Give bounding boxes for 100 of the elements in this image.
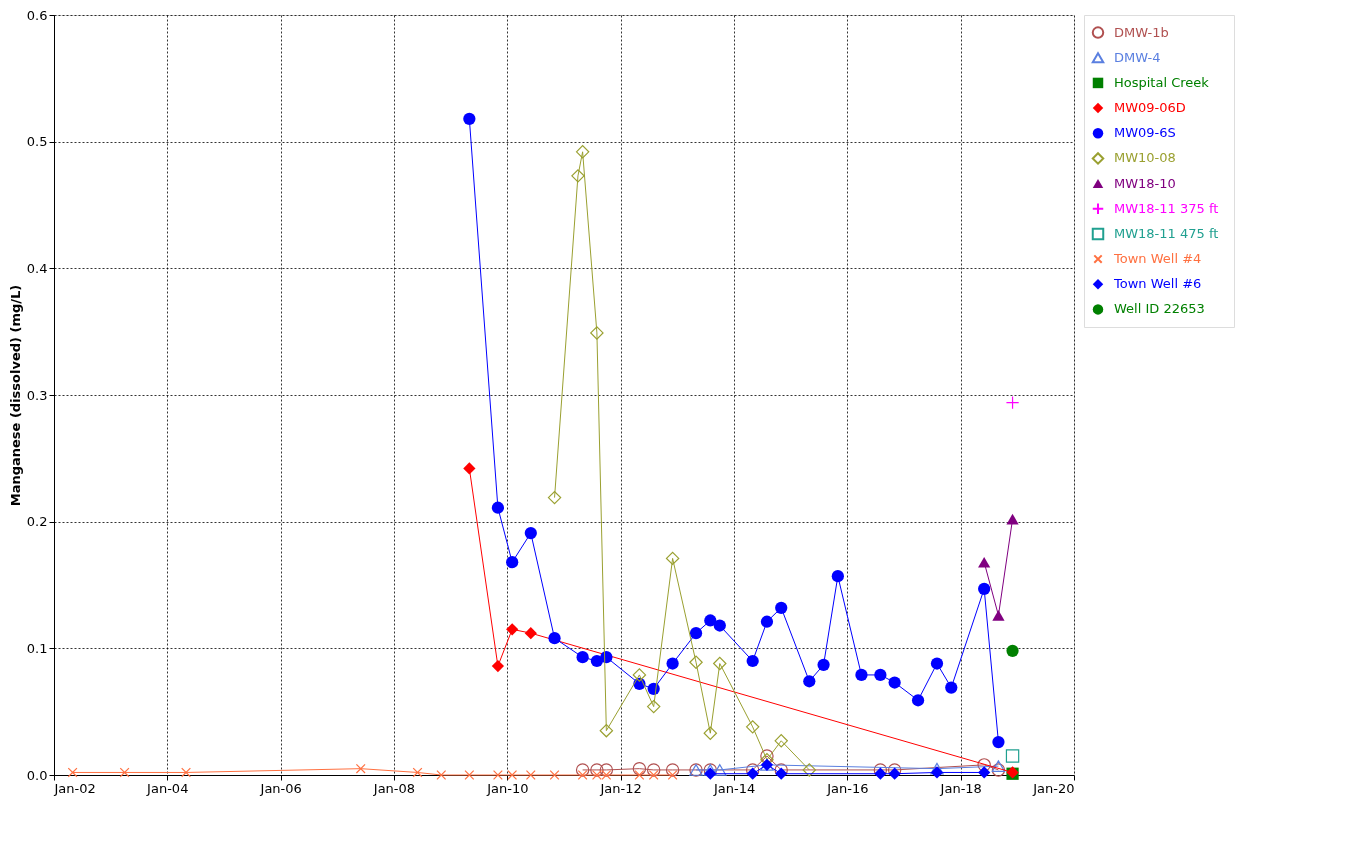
point <box>991 760 1006 773</box>
y-tick-label: 0.2 <box>26 514 48 530</box>
point <box>713 764 727 776</box>
point <box>412 767 423 778</box>
point <box>646 699 661 714</box>
point <box>992 610 1005 621</box>
point <box>704 614 717 627</box>
point <box>855 668 868 682</box>
point <box>507 770 518 780</box>
y-tick-label: 0.4 <box>26 260 48 276</box>
point <box>599 763 614 777</box>
point <box>802 763 817 777</box>
point <box>1005 395 1020 410</box>
point <box>911 694 925 707</box>
point <box>575 763 590 777</box>
x-tick-label: Jan-12 <box>599 780 642 796</box>
point <box>775 601 788 614</box>
x-tick-label: Jan-02 <box>53 780 96 796</box>
legend-label: DMW-4 <box>1114 49 1161 65</box>
y-tick-label: 0.0 <box>26 767 48 783</box>
point <box>745 720 760 734</box>
point <box>548 632 561 645</box>
point <box>888 676 901 689</box>
point <box>634 770 645 780</box>
point <box>713 656 727 671</box>
legend-label: MW10-08 <box>1114 150 1176 166</box>
point <box>689 655 703 669</box>
x-tick-label: Jan-18 <box>939 780 982 796</box>
legend-label: MW18-10 <box>1114 175 1176 191</box>
point <box>492 770 503 780</box>
point <box>646 763 661 777</box>
legend-label: Town Well #4 <box>1113 251 1202 267</box>
y-axis-title: Manganese (dissolved) (mg/L) <box>7 284 23 507</box>
point <box>978 582 991 595</box>
point <box>355 763 366 774</box>
legend-label: DMW-1b <box>1114 24 1169 40</box>
point <box>703 726 718 740</box>
point <box>817 658 830 671</box>
legend-label: MW09-6S <box>1114 125 1176 141</box>
point <box>463 462 476 475</box>
legend-label: Hospital Creek <box>1114 74 1210 90</box>
x-tick-label: Jan-06 <box>259 780 302 796</box>
x-tick-label: Jan-20 <box>1032 780 1075 796</box>
point <box>1005 749 1020 763</box>
point <box>746 767 759 780</box>
point <box>977 758 991 772</box>
point <box>571 169 585 183</box>
point <box>506 556 519 569</box>
point <box>591 770 602 780</box>
point <box>491 659 505 673</box>
point <box>930 762 944 775</box>
point <box>648 770 659 780</box>
point <box>874 767 887 780</box>
point <box>590 763 604 777</box>
x-tick-label: Jan-08 <box>372 780 416 796</box>
point <box>713 619 726 632</box>
point <box>491 501 505 514</box>
y-tick-label: 0.5 <box>26 134 48 150</box>
x-tick-label: Jan-14 <box>712 780 756 796</box>
legend-label: Well ID 22653 <box>1114 301 1205 317</box>
point <box>689 627 703 640</box>
point <box>575 145 590 159</box>
point <box>599 723 614 738</box>
point <box>576 651 589 664</box>
point <box>590 654 604 668</box>
point <box>991 763 1006 777</box>
point <box>464 770 475 780</box>
point <box>547 490 562 505</box>
point <box>803 675 816 688</box>
x-tick-label: Jan-04 <box>146 780 189 796</box>
point <box>992 735 1005 749</box>
point <box>632 761 647 776</box>
point <box>549 770 560 780</box>
y-tick-label: 0.3 <box>26 387 48 403</box>
point <box>930 657 944 670</box>
x-tick-label: Jan-10 <box>486 780 529 796</box>
point <box>746 654 759 668</box>
point <box>760 749 774 763</box>
point <box>874 668 887 682</box>
point <box>436 770 447 780</box>
point <box>181 767 191 778</box>
point <box>601 770 612 780</box>
point <box>945 681 958 694</box>
legend-label: MW18-11 375 ft <box>1114 200 1219 216</box>
point <box>665 551 680 566</box>
point <box>774 734 788 748</box>
point <box>463 112 476 125</box>
legend-label: Town Well #6 <box>1113 276 1202 292</box>
point <box>119 767 130 778</box>
point <box>831 570 844 583</box>
point <box>978 766 991 779</box>
point <box>590 326 604 340</box>
legend-label: MW18-11 475 ft <box>1114 225 1219 241</box>
y-tick-label: 0.1 <box>26 640 48 656</box>
point <box>978 556 991 568</box>
y-tick-label: 0.6 <box>26 7 48 23</box>
point <box>1006 513 1019 525</box>
point <box>775 767 788 780</box>
point <box>632 668 647 682</box>
legend-label: MW09-06D <box>1114 100 1186 116</box>
